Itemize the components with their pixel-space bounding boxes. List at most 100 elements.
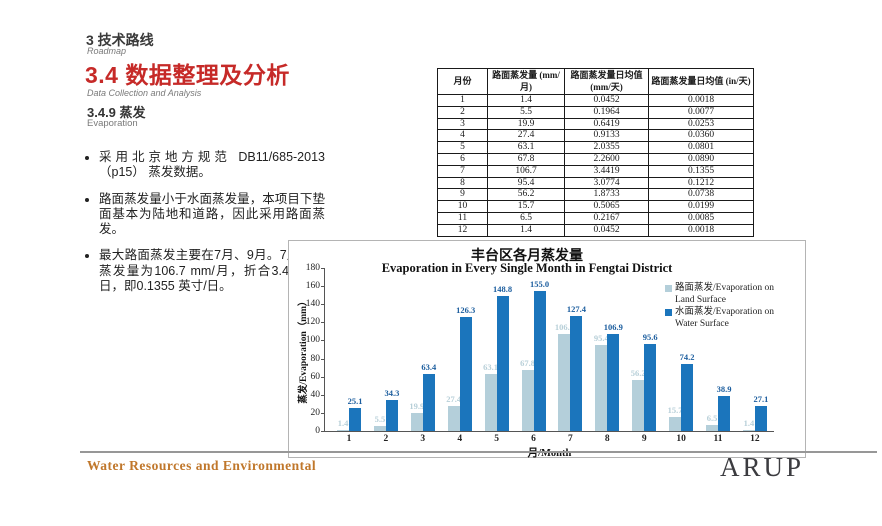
table-row: 9 56.2 1.8733 0.0738 [437,188,754,202]
table-cell: 8 [437,176,488,190]
y-tick-label: 0 [315,426,320,436]
page-title: 3.4 数据整理及分析 [85,62,290,88]
bar-value-label: 34.3 [384,387,400,398]
legend-item: 水面蒸发/Evaporation on Water Surface [665,307,845,330]
x-tick-label: 11 [713,434,723,444]
bar-value-label: 19.9 [409,400,425,411]
table-cell: 0.0018 [648,223,754,237]
bar-value-label: 127.4 [566,303,586,314]
section-title: 3 技术路线 [86,32,154,48]
table-row: 12 1.4 0.0452 0.0018 [437,223,754,237]
land-surface-bar [742,429,755,431]
table-row: 8 95.4 3.0774 0.1212 [437,176,754,190]
table-header-row: 月份 路面蒸发量 (mm/月) 路面蒸发量日均值 (mm/天) 路面蒸发量日均值 (i… [437,68,754,95]
land-surface-bar [595,344,608,431]
table-cell: 0.0018 [648,94,754,107]
land-surface-bar [632,380,645,431]
y-tick-mark [321,431,325,432]
table-cell: 56.2 [487,188,565,202]
x-tick-label: 6 [531,434,536,444]
table-cell: 3.0774 [564,176,649,190]
table-cell: 0.0452 [564,223,649,237]
y-axis-label: 蒸发/Evaporation（mm） [299,296,309,404]
table-cell: 0.5065 [564,200,649,213]
water-surface-bar [385,399,398,431]
table-cell: 1 [437,94,488,107]
table-cell: 0.1964 [564,105,649,119]
water-surface-bar [459,316,472,431]
water-surface-bar [349,408,361,431]
bar-value-label: 25.1 [347,396,363,407]
water-surface-bar [718,395,730,431]
water-surface-bar [496,296,509,431]
x-tick-label: 12 [750,434,760,444]
x-tick-label: 4 [457,434,463,444]
footer-text: Water Resources and Environmental [87,458,317,473]
table-cell: 15.7 [487,200,565,213]
table-cell: 9 [437,188,488,202]
y-tick-label: 100 [305,335,320,346]
table-header-cell: 路面蒸发量 (mm/月) [487,68,565,95]
bar-value-label: 15.7 [667,404,683,415]
evaporation-chart: 丰台区各月蒸发量 Evaporation in Every Single Mon… [288,240,806,459]
table-cell: 3.4419 [564,164,649,178]
water-surface-bar [570,315,583,431]
y-tick-mark [321,268,325,269]
bar-value-label: 95.6 [642,332,658,343]
bullet-item: 最大路面蒸发主要在7月、9月。7月累计蒸发量为106.7 mm/月，折合3.44… [99,248,325,294]
table-cell: 1.4 [487,94,565,107]
bar-value-label: 38.9 [716,383,732,394]
legend-swatch [665,309,672,316]
table-cell: 0.2167 [564,211,649,225]
y-tick-label: 80 [310,353,321,364]
water-surface-bar [754,406,767,431]
table-row: 3 19.9 0.6419 0.0253 [437,117,754,131]
table-cell: 5 [437,141,488,154]
water-surface-bar [607,334,620,431]
arup-logo: ARUP [719,452,805,482]
x-tick-label: 3 [420,434,426,444]
table-cell: 2 [437,105,488,119]
table-cell: 2.2600 [564,152,649,166]
legend-label: 路面蒸发/Evaporation on Land Surface [675,283,774,305]
bar-value-label: 5.5 [374,414,386,425]
land-surface-bar [521,369,534,431]
water-surface-bar [533,290,546,431]
y-tick-mark [321,286,325,288]
bar-value-label: 1.4 [337,417,349,428]
x-tick-label: 2 [383,434,389,444]
x-tick-label: 10 [676,434,686,444]
table-cell: 0.0452 [564,94,649,107]
y-tick-label: 40 [310,389,321,400]
subsection-title: 3.4.9 蒸发 [87,105,146,120]
table-cell: 0.0360 [648,129,754,143]
chart-title-zh: 丰台区各月蒸发量 [471,249,583,264]
chart-plot: 月/Month 0 20 40 60 80 100 120 140 160 180 1.4 25.1 1… [306,263,774,459]
table-row: 10 15.7 0.5065 0.0199 [437,200,754,213]
table-cell: 67.8 [487,152,565,166]
bullet-list: 采用北京地方规范 DB11/685-2013 （p15） 蒸发数据。路面蒸发量小… [84,150,325,305]
x-tick-label: 8 [604,434,610,444]
water-surface-bar [681,363,694,431]
table-cell: 0.6419 [564,117,649,131]
bar-value-label: 27.1 [753,394,769,405]
table-cell: 0.0738 [648,188,754,202]
bar-value-label: 126.3 [456,304,476,315]
table-header-cell: 路面蒸发量日均值 (in/天) [648,68,754,95]
x-tick-label: 9 [641,434,647,444]
footer-divider [80,451,877,453]
y-tick-label: 20 [310,407,321,418]
y-tick-mark [321,322,325,324]
bar-value-label: 106.9 [603,322,623,333]
x-tick-label: 5 [494,434,499,444]
legend-item: 路面蒸发/Evaporation on Land Surface [665,283,845,306]
table-cell: 0.9133 [564,129,649,143]
water-surface-bar [644,344,657,431]
bar-value-label: 155.0 [529,278,550,289]
land-surface-bar [484,373,497,431]
evaporation-table: 月份 路面蒸发量 (mm/月) 路面蒸发量日均值 (mm/天) 路面蒸发量日均值 (i… [437,68,754,237]
y-tick-label: 160 [305,281,320,292]
table-cell: 0.1355 [648,164,754,178]
bar-value-label: 67.8 [520,357,535,368]
